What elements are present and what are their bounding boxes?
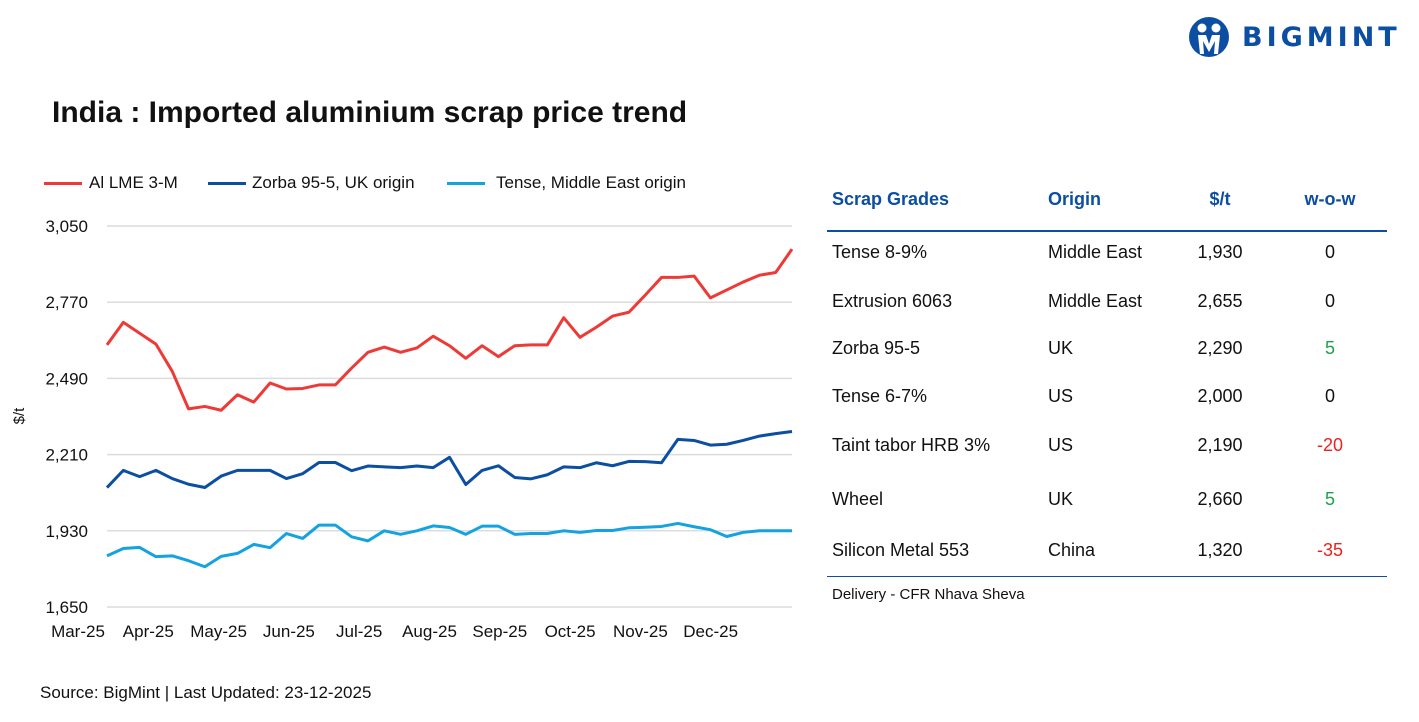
table-header-origin: Origin xyxy=(1048,189,1101,209)
cell-price: 1,320 xyxy=(1197,540,1243,560)
cell-wow: -35 xyxy=(1316,540,1343,560)
x-tick-label: Aug-25 xyxy=(402,622,457,641)
legend-swatch-lme xyxy=(44,182,82,185)
x-tick-label: Jun-25 xyxy=(263,622,315,641)
cell-grade: Taint tabor HRB 3% xyxy=(832,435,991,455)
cell-grade: Tense 6-7% xyxy=(832,386,928,406)
cell-origin: US xyxy=(1048,386,1074,406)
cell-origin: UK xyxy=(1048,338,1074,358)
cell-grade: Silicon Metal 553 xyxy=(832,540,970,560)
cell-grade: Extrusion 6063 xyxy=(832,291,953,311)
bigmint-logo: BIGMINT xyxy=(1188,16,1401,58)
page-title: India : Imported aluminium scrap price t… xyxy=(52,96,688,129)
y-tick-label: 3,050 xyxy=(45,217,88,236)
cell-origin: Middle East xyxy=(1048,242,1143,262)
x-tick-label: Nov-25 xyxy=(613,622,668,641)
table-header-divider xyxy=(827,230,1387,232)
cell-wow: 0 xyxy=(1324,242,1335,262)
cell-grade: Zorba 95-5 xyxy=(832,338,921,358)
x-tick-label: Jul-25 xyxy=(336,622,382,641)
y-tick-label: 1,650 xyxy=(45,598,88,617)
table-bottom-divider xyxy=(827,576,1387,577)
y-tick-label: 2,210 xyxy=(45,446,88,465)
cell-wow: 5 xyxy=(1324,489,1335,509)
legend-label-lme: Al LME 3-M xyxy=(89,173,178,192)
table-header-wow: w-o-w xyxy=(1304,189,1356,209)
cell-wow: 0 xyxy=(1324,386,1335,406)
cell-price: 2,190 xyxy=(1197,435,1243,455)
table-footnote: Delivery - CFR Nhava Sheva xyxy=(832,586,1025,603)
series-line-1 xyxy=(105,429,793,490)
legend-label-tense: Tense, Middle East origin xyxy=(496,173,686,192)
x-tick-label: Apr-25 xyxy=(123,622,174,641)
cell-wow: 0 xyxy=(1324,291,1335,311)
cell-price: 2,290 xyxy=(1197,338,1243,358)
series-line-2 xyxy=(106,521,792,569)
legend-label-zorba: Zorba 95-5, UK origin xyxy=(252,173,415,192)
cell-origin: US xyxy=(1048,435,1074,455)
cell-price: 2,655 xyxy=(1197,291,1243,311)
cell-price: 2,660 xyxy=(1197,489,1243,509)
logo-text: BIGMINT xyxy=(1242,21,1401,53)
logo-icon xyxy=(1189,17,1229,57)
x-tick-label: Oct-25 xyxy=(545,622,596,641)
x-tick-label: Mar-25 xyxy=(51,622,105,641)
cell-price: 1,930 xyxy=(1197,242,1243,262)
cell-origin: Middle East xyxy=(1048,291,1143,311)
cell-price: 2,000 xyxy=(1197,386,1243,406)
x-tick-label: May-25 xyxy=(190,622,247,641)
legend-swatch-zorba xyxy=(208,182,246,185)
x-tick-label: Dec-25 xyxy=(683,622,738,641)
source-note: Source: BigMint | Last Updated: 23-12-20… xyxy=(40,683,372,702)
line-chart: 3,050 2,770 2,490 2,210 1,930 1,650 Mar-25 Apr… xyxy=(11,217,794,641)
cell-origin: China xyxy=(1048,540,1096,560)
cell-origin: UK xyxy=(1048,489,1074,509)
series-line-0 xyxy=(105,248,794,412)
x-tick-label: Sep-25 xyxy=(472,622,527,641)
legend-swatch-tense xyxy=(447,182,485,185)
y-tick-label: 1,930 xyxy=(45,522,88,541)
cell-grade: Tense 8-9% xyxy=(832,242,928,262)
y-axis-label: $/t xyxy=(11,407,28,425)
table-header-price: $/t xyxy=(1209,189,1231,209)
y-tick-label: 2,770 xyxy=(45,293,88,312)
table-header-grade: Scrap Grades xyxy=(832,189,950,209)
cell-grade: Wheel xyxy=(832,489,884,509)
cell-wow: 5 xyxy=(1324,338,1335,358)
cell-wow: -20 xyxy=(1316,435,1343,455)
y-tick-label: 2,490 xyxy=(45,369,88,388)
